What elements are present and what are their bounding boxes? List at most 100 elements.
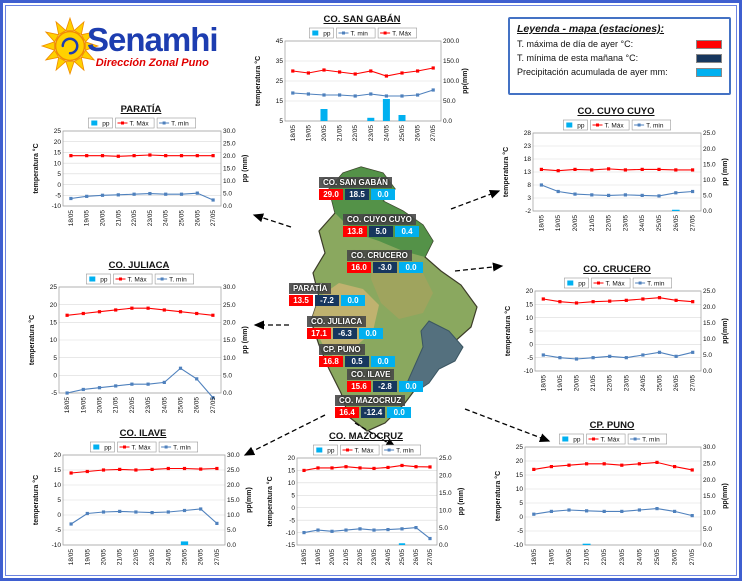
logo-wordmark: Senamhi <box>87 21 219 58</box>
svg-text:pp (mm): pp (mm) <box>458 488 465 516</box>
station-pp-value: 0.4 <box>395 226 419 237</box>
svg-text:pp: pp <box>578 281 586 288</box>
svg-text:25.0: 25.0 <box>703 461 716 468</box>
svg-text:pp(mm): pp(mm) <box>462 68 469 94</box>
svg-text:T. Máx: T. Máx <box>355 448 375 455</box>
svg-text:24/05: 24/05 <box>383 125 390 142</box>
chart-plot: -10 -5 0 5 10 15 20 25 0.0 5.0 10.0 15.0 20.0 25.0 30.… <box>31 116 251 238</box>
svg-text:20/05: 20/05 <box>329 549 336 566</box>
svg-text:27/05: 27/05 <box>427 549 434 566</box>
svg-text:26/05: 26/05 <box>194 397 201 414</box>
chart-plot: -10 -5 0 5 10 15 20 25 0.0 5.0 10.0 15.0 20.0 25.0 30.… <box>493 432 731 577</box>
svg-text:20/05: 20/05 <box>566 549 573 566</box>
svg-text:T. Máx: T. Máx <box>128 277 148 284</box>
svg-text:24/05: 24/05 <box>640 375 647 392</box>
svg-text:5.0: 5.0 <box>703 352 712 359</box>
chart-canvas: -5 0 5 10 15 20 25 0.0 5.0 10.0 15.0 20.0 25.0 30.0 18… <box>28 273 249 414</box>
svg-text:30.0: 30.0 <box>703 444 716 451</box>
svg-text:100.0: 100.0 <box>443 78 460 85</box>
svg-text:pp (mm): pp (mm) <box>242 155 249 183</box>
svg-text:T. Máx: T. Máx <box>392 31 412 38</box>
svg-text:T. min: T. min <box>647 281 665 288</box>
svg-text:5.0: 5.0 <box>223 373 232 380</box>
svg-text:18/05: 18/05 <box>301 549 308 566</box>
chart-title: CO. CRUCERO <box>583 264 651 275</box>
svg-text:0: 0 <box>519 514 523 521</box>
svg-text:19/05: 19/05 <box>315 549 322 566</box>
chart-title: CO. JULIACA <box>108 260 170 271</box>
svg-text:28: 28 <box>524 130 532 137</box>
chart-co-ilave: CO. ILAVE -10 -5 0 5 10 15 20 0.0 5.0 10.0 15.0 20.… <box>31 427 255 577</box>
svg-text:23/05: 23/05 <box>145 397 152 414</box>
pp-color-swatch <box>696 67 722 77</box>
svg-text:24/05: 24/05 <box>161 397 168 414</box>
legend-label-tmax: T. máxima de día de ayer °C: <box>517 39 634 49</box>
station-tmin-value: 0.5 <box>345 356 369 367</box>
svg-text:15: 15 <box>526 302 534 309</box>
svg-text:10: 10 <box>516 486 524 493</box>
svg-text:15: 15 <box>516 472 524 479</box>
svg-text:-5: -5 <box>289 517 295 524</box>
tmax-color-swatch <box>696 39 722 49</box>
svg-text:30.0: 30.0 <box>227 452 240 459</box>
svg-text:pp: pp <box>104 445 112 452</box>
svg-text:25.0: 25.0 <box>703 288 716 295</box>
svg-text:19/05: 19/05 <box>305 125 312 142</box>
svg-text:15: 15 <box>50 320 58 327</box>
svg-text:27/05: 27/05 <box>210 397 217 414</box>
svg-text:5: 5 <box>529 328 533 335</box>
chart-co-cuyo-cuyo: CO. CUYO CUYO -2 3 8 13 18 23 28 0.0 5.0 10.0 15.0… <box>501 105 731 243</box>
svg-text:25.0: 25.0 <box>703 130 716 137</box>
svg-text:20/05: 20/05 <box>101 549 108 566</box>
svg-text:20: 20 <box>526 288 534 295</box>
sun-icon <box>40 16 100 76</box>
svg-text:pp: pp <box>573 437 581 444</box>
svg-text:24/05: 24/05 <box>163 210 170 227</box>
chart-canvas: -10 -5 0 5 10 15 20 0.0 5.0 10.0 15.0 20.0 25.0 30.0 1… <box>32 441 253 566</box>
svg-text:22/05: 22/05 <box>131 210 138 227</box>
station-tmax-value: 16.4 <box>335 407 359 418</box>
svg-text:22/05: 22/05 <box>606 215 613 232</box>
station-tmax-value: 13.5 <box>289 295 313 306</box>
svg-text:5: 5 <box>57 171 61 178</box>
svg-text:20: 20 <box>54 452 62 459</box>
chart-plot: -10 -5 0 5 10 15 20 0.0 5.0 10.0 15.0 20.0 25.0 30.0 1… <box>31 440 255 577</box>
map-station-mazocruz: CO. MAZOCRUZ 16.4 -12.4 0.0 <box>335 395 412 418</box>
station-pp-value: 0.0 <box>399 262 423 273</box>
station-name: PARATÍA <box>289 283 332 294</box>
svg-text:25: 25 <box>50 284 58 291</box>
svg-text:25/05: 25/05 <box>654 549 661 566</box>
station-tmin-value: -7.2 <box>315 295 339 306</box>
svg-text:10: 10 <box>54 160 62 167</box>
svg-text:0.0: 0.0 <box>227 542 236 549</box>
svg-text:-5: -5 <box>55 527 61 534</box>
svg-text:150.0: 150.0 <box>443 58 460 65</box>
svg-text:26/05: 26/05 <box>415 125 422 142</box>
chart-canvas: 5 15 25 35 45 0.0 50.0 100.0 150.0 200.0 18/05 19/0… <box>254 27 469 142</box>
svg-text:23/05: 23/05 <box>371 549 378 566</box>
svg-text:15.0: 15.0 <box>703 161 716 168</box>
chart-title: CO. CUYO CUYO <box>577 106 655 117</box>
svg-text:5.0: 5.0 <box>227 527 236 534</box>
svg-text:23/05: 23/05 <box>622 215 629 232</box>
legend-label-pp: Precipitación acumulada de ayer mm: <box>517 67 668 77</box>
svg-text:19/05: 19/05 <box>548 549 555 566</box>
svg-text:25.0: 25.0 <box>223 141 236 148</box>
svg-text:20.0: 20.0 <box>703 477 716 484</box>
svg-text:27/05: 27/05 <box>210 210 217 227</box>
svg-text:27/05: 27/05 <box>689 549 696 566</box>
svg-text:T. Máx: T. Máx <box>605 123 625 130</box>
svg-text:20/05: 20/05 <box>574 375 581 392</box>
svg-text:-10: -10 <box>514 542 524 549</box>
svg-text:20/05: 20/05 <box>97 397 104 414</box>
svg-text:10: 10 <box>50 337 58 344</box>
chart-co-mazocruz: CO. MAZOCRUZ -15 -10 -5 0 5 10 15 20 0.0 5.0 10.0 1… <box>265 430 467 577</box>
senamhi-logo: Senamhi Dirección Zonal Puno <box>39 15 259 91</box>
svg-text:0.0: 0.0 <box>439 542 448 549</box>
svg-text:20.0: 20.0 <box>223 320 236 327</box>
svg-text:10: 10 <box>526 315 534 322</box>
svg-text:21/05: 21/05 <box>337 125 344 142</box>
svg-text:T. mín: T. mín <box>396 448 414 455</box>
svg-text:20/05: 20/05 <box>100 210 107 227</box>
map-legend-title: Leyenda - mapa (estaciones): <box>517 23 665 35</box>
